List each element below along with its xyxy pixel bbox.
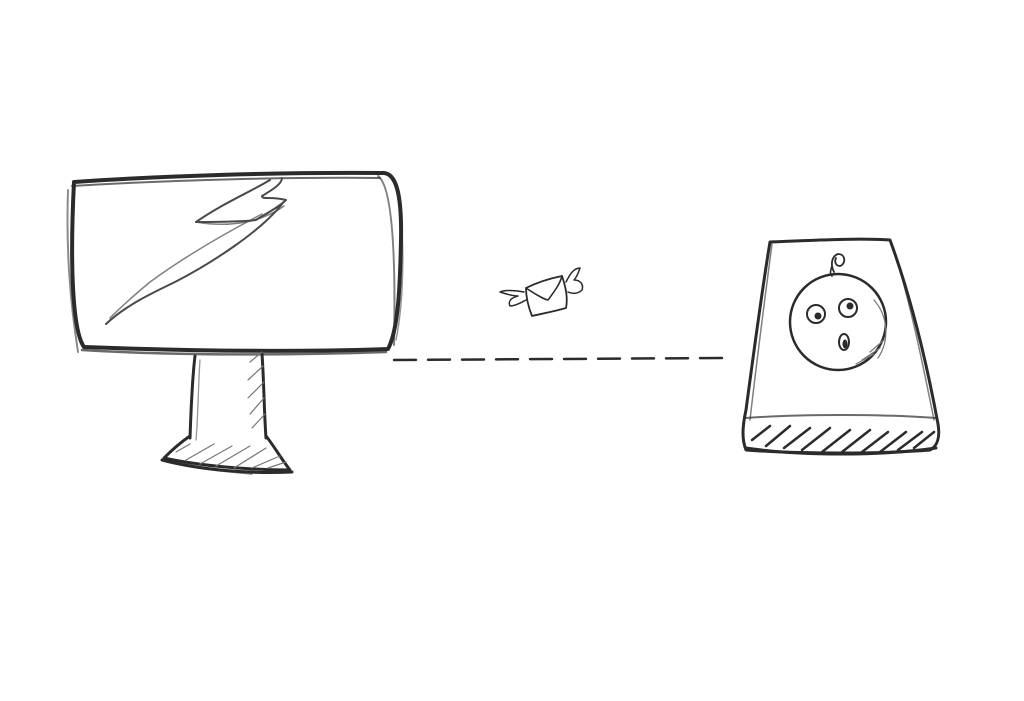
surprised-face-icon bbox=[788, 253, 888, 372]
monitor-stand bbox=[188, 351, 268, 441]
device-hatch bbox=[744, 424, 938, 456]
monitor-screen bbox=[66, 170, 404, 356]
device-body bbox=[741, 237, 941, 455]
flying-envelope-icon bbox=[499, 267, 584, 317]
connection-dashed-line bbox=[392, 356, 726, 362]
lightning-bolt-icon bbox=[105, 177, 287, 325]
wall-socket-device-icon bbox=[741, 237, 941, 456]
monitor-icon bbox=[66, 170, 404, 475]
monitor-base bbox=[160, 434, 294, 475]
